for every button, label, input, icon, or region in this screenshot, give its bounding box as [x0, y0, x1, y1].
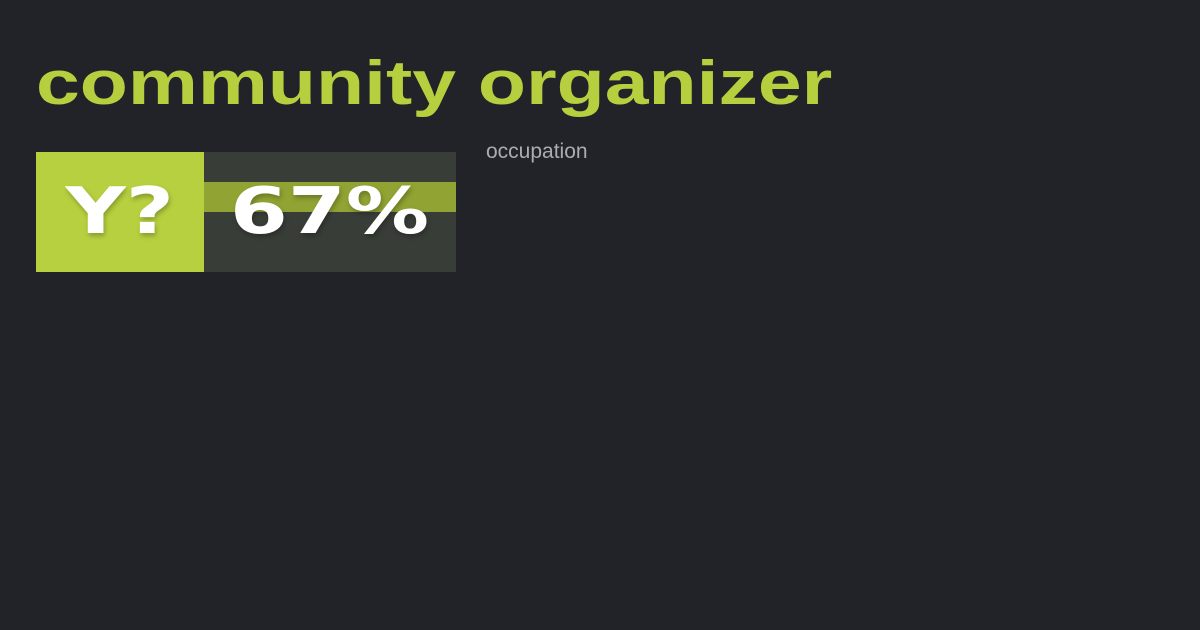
score-band	[204, 182, 456, 212]
page-title: community organizer	[36, 49, 833, 118]
score-panel: 67%	[204, 152, 456, 272]
category-label: occupation	[486, 140, 588, 163]
answer-badge: Y?	[36, 152, 204, 272]
score-value: 67%	[230, 175, 430, 249]
badge-text: Y?	[65, 175, 175, 249]
